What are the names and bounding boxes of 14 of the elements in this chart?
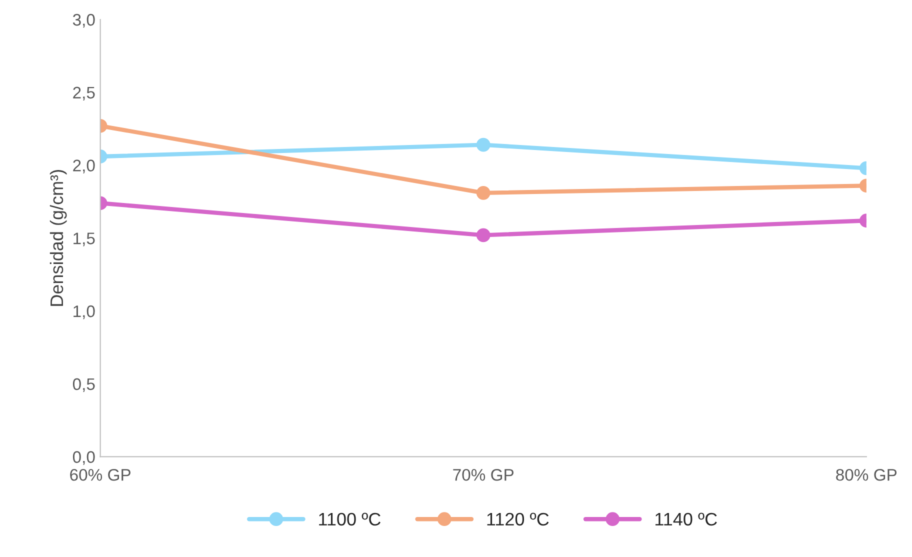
- y-axis-title: Densidad (g/cm³): [50, 170, 67, 306]
- x-tick-label: 70% GP: [453, 468, 514, 481]
- x-tick-label: 80% GP: [836, 468, 897, 481]
- y-tick-label: 0,5: [72, 378, 95, 392]
- legend-label: 1140 ºC: [656, 512, 717, 526]
- legend-label: 1120 ºC: [487, 512, 549, 526]
- legend-label: 1100 ºC: [319, 512, 381, 526]
- y-tick-label: 0,0: [72, 451, 95, 465]
- y-tick-label: 1,5: [74, 232, 95, 246]
- y-tick-label: 2,0: [73, 160, 95, 174]
- y-tick-label: 2,5: [73, 86, 95, 101]
- y-tick-label: 1,0: [74, 305, 95, 320]
- y-tick-label: 3,0: [72, 14, 95, 28]
- x-tick-label: 60% GP: [70, 468, 130, 481]
